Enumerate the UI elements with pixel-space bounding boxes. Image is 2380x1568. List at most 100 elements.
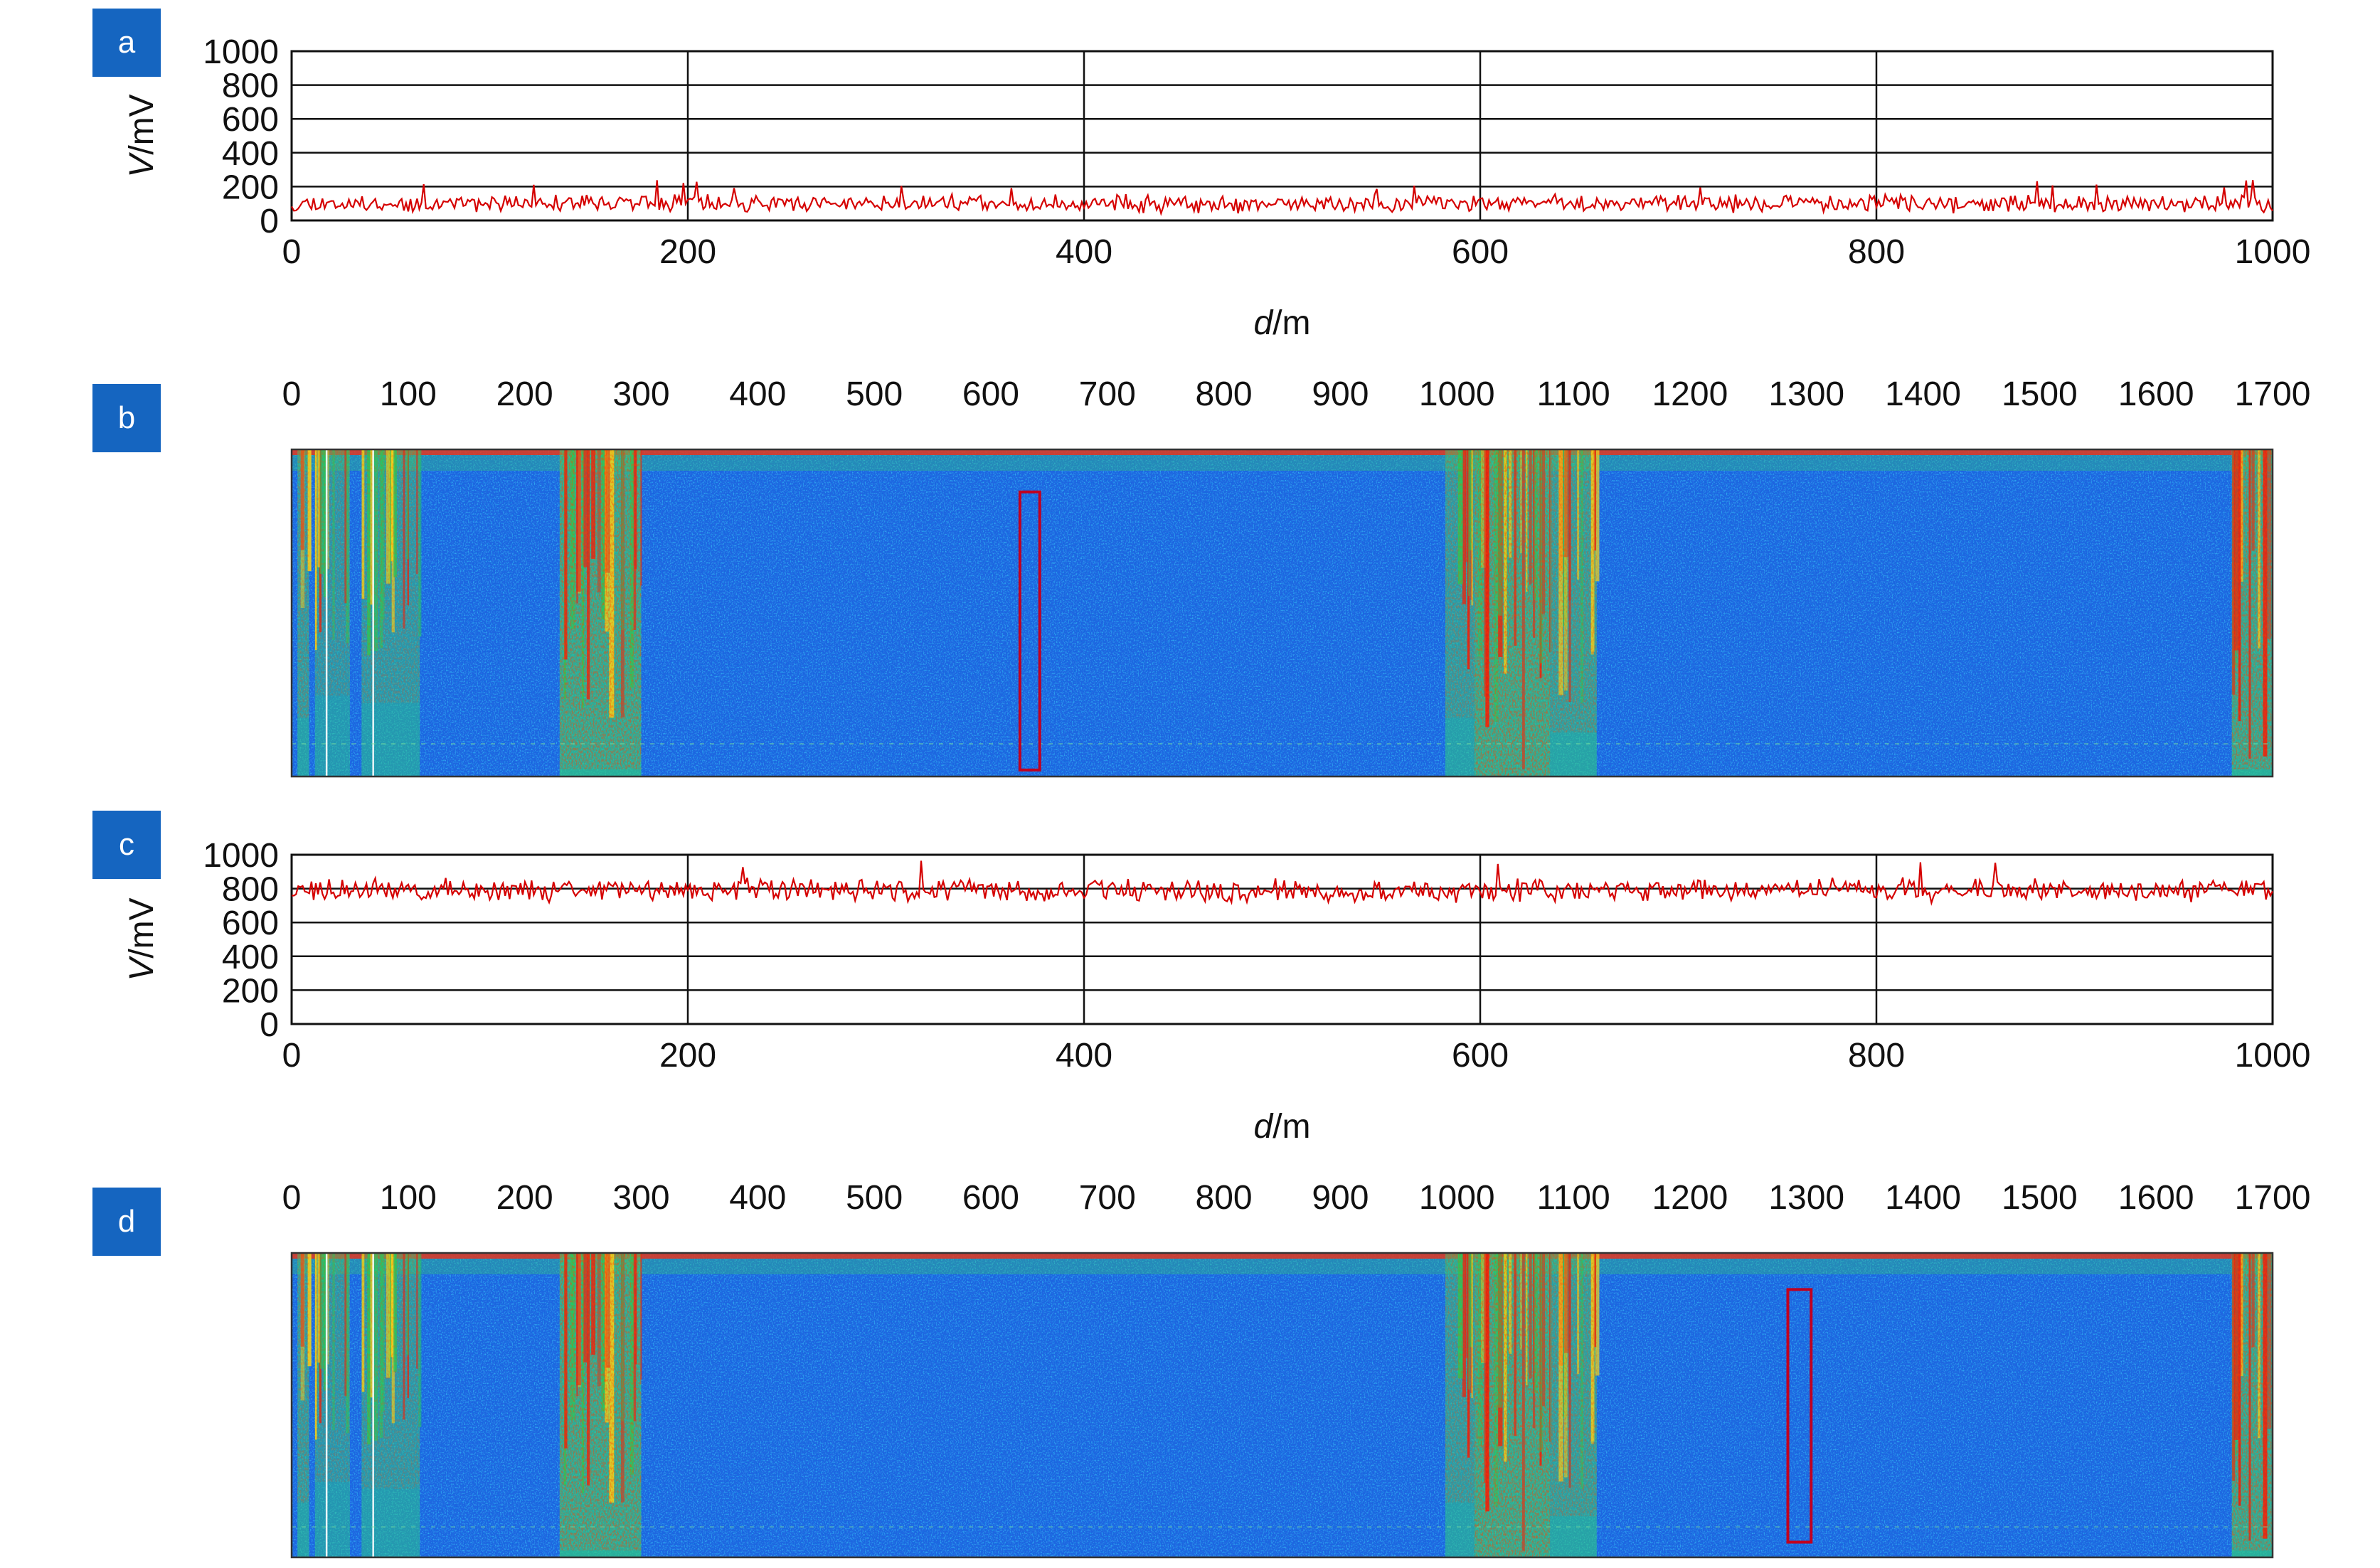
panel-badge-label: d: [118, 1204, 135, 1239]
x-tick-label: 400: [1056, 233, 1112, 271]
plot-frame: [290, 1252, 2274, 1559]
x-axis-label: d/m: [1253, 304, 1310, 342]
panel-badge: [92, 9, 161, 77]
x-tick-label: 200: [659, 233, 716, 271]
hot-zone-speckle: [314, 1253, 350, 1483]
panel-badge-label: a: [118, 25, 136, 60]
x-tick-label: 1000: [2235, 233, 2311, 271]
highlight-box: [1018, 490, 1041, 772]
surface-band: [292, 1259, 2273, 1274]
y-axis-label: V/mV: [123, 897, 161, 981]
hot-zone-streak: [1595, 449, 1600, 582]
hot-zone-speckle: [2231, 449, 2273, 769]
signal-trace: [291, 180, 2273, 216]
x-tick-label: 1600: [2118, 1179, 2194, 1217]
hot-zone-speckle: [559, 449, 642, 769]
x-tick-label: 600: [962, 375, 1019, 413]
hot-zone-speckle: [559, 1253, 642, 1551]
y-tick-label: 600: [222, 905, 279, 942]
y-axis-label-var: V: [123, 956, 161, 981]
x-tick-label: 100: [380, 1179, 437, 1217]
x-axis-label-var: d: [1253, 304, 1273, 342]
y-tick-label: 0: [260, 1006, 279, 1044]
x-tick-label: 900: [1312, 1179, 1369, 1217]
surface-strip: [292, 1253, 2273, 1259]
highlight-box: [1786, 1288, 1813, 1544]
x-tick-label: 700: [1079, 1179, 1136, 1217]
hot-zone-streak: [307, 1253, 312, 1367]
x-tick-label: 300: [612, 375, 669, 413]
x-tick-label: 1600: [2118, 375, 2194, 413]
y-tick-label: 400: [222, 939, 279, 976]
panel-badge-label: c: [119, 827, 134, 862]
x-tick-label: 400: [1056, 1037, 1112, 1074]
plot-frame: [290, 448, 2274, 778]
heatmap-panel-d: d 0 100 200 300 400 500 600 700 800 900 1000 1100 120…: [92, 1179, 2311, 1559]
x-tick-label: 200: [659, 1037, 716, 1074]
x-tick-label: 300: [612, 1179, 669, 1217]
surface-band: [292, 455, 2273, 471]
panel-badge-label: b: [118, 400, 135, 435]
heatmap-panel-b: b 0 100 200 300 400 500 600 700 800 900 1000 1100 120…: [92, 375, 2311, 778]
x-tick-label: 1200: [1652, 375, 1728, 413]
x-tick-label: 1400: [1885, 1179, 1961, 1217]
hot-zone-speckle: [2231, 1253, 2273, 1551]
x-tick-label: 100: [380, 375, 437, 413]
hot-zone-speckle: [1474, 449, 1551, 777]
hot-zone-speckle: [1445, 449, 1475, 718]
x-tick-label: 1700: [2235, 375, 2311, 413]
x-tick-label: 500: [846, 1179, 903, 1217]
x-tick-label: 1500: [2002, 375, 2078, 413]
signal-trace: [291, 860, 2273, 906]
hot-zone-speckle: [361, 449, 420, 703]
x-tick-label: 1500: [2002, 1179, 2078, 1217]
x-tick-label: 800: [1196, 1179, 1253, 1217]
y-axis-label-var: V: [123, 152, 161, 178]
x-tick-label: 800: [1196, 375, 1253, 413]
y-tick-label: 800: [222, 871, 279, 909]
y-tick-label: 200: [222, 169, 279, 206]
x-axis-label-unit: /m: [1273, 304, 1310, 342]
x-tick-label: 1000: [2235, 1037, 2311, 1074]
x-tick-label: 1300: [1768, 1179, 1844, 1217]
y-axis-label: V/mV: [123, 94, 161, 177]
x-tick-label: 800: [1848, 1037, 1905, 1074]
y-axis-label-unit: /mV: [123, 94, 161, 154]
x-tick-label: 800: [1848, 233, 1905, 271]
x-tick-label: 1000: [1419, 375, 1495, 413]
x-tick-label: 1300: [1768, 375, 1844, 413]
x-tick-label: 0: [282, 1179, 302, 1217]
x-tick-label: 200: [496, 375, 553, 413]
y-tick-label: 1000: [203, 33, 279, 71]
panel-badge: [92, 1188, 161, 1256]
x-tick-label: 0: [282, 233, 302, 271]
x-tick-label: 1700: [2235, 1179, 2311, 1217]
x-tick-label: 0: [282, 1037, 302, 1074]
x-tick-label: 600: [1452, 233, 1509, 271]
x-tick-label: 600: [1452, 1037, 1509, 1074]
x-tick-label: 1200: [1652, 1179, 1728, 1217]
hot-zone-speckle: [1550, 1253, 1597, 1517]
x-tick-label: 400: [729, 1179, 786, 1217]
y-tick-label: 200: [222, 972, 279, 1010]
y-axis-label-unit: /mV: [123, 897, 161, 958]
x-tick-label: 1100: [1536, 1179, 1610, 1217]
x-tick-label: 0: [282, 375, 302, 413]
hot-zone-speckle: [1474, 1253, 1551, 1557]
surface-strip: [292, 449, 2273, 455]
y-tick-label: 400: [222, 135, 279, 173]
hot-zone-streak: [1595, 1253, 1600, 1376]
hot-zone-speckle: [314, 449, 350, 696]
y-tick-label: 0: [260, 203, 279, 240]
hot-zone-speckle: [361, 1253, 420, 1489]
x-tick-label: 400: [729, 375, 786, 413]
y-tick-label: 600: [222, 101, 279, 139]
y-tick-label: 1000: [203, 837, 279, 875]
x-tick-label: 1400: [1885, 375, 1961, 413]
hot-zone-speckle: [1445, 1253, 1475, 1503]
x-tick-label: 1100: [1536, 375, 1610, 413]
hot-zone-streak: [307, 449, 312, 572]
hot-zone-speckle: [297, 449, 309, 718]
